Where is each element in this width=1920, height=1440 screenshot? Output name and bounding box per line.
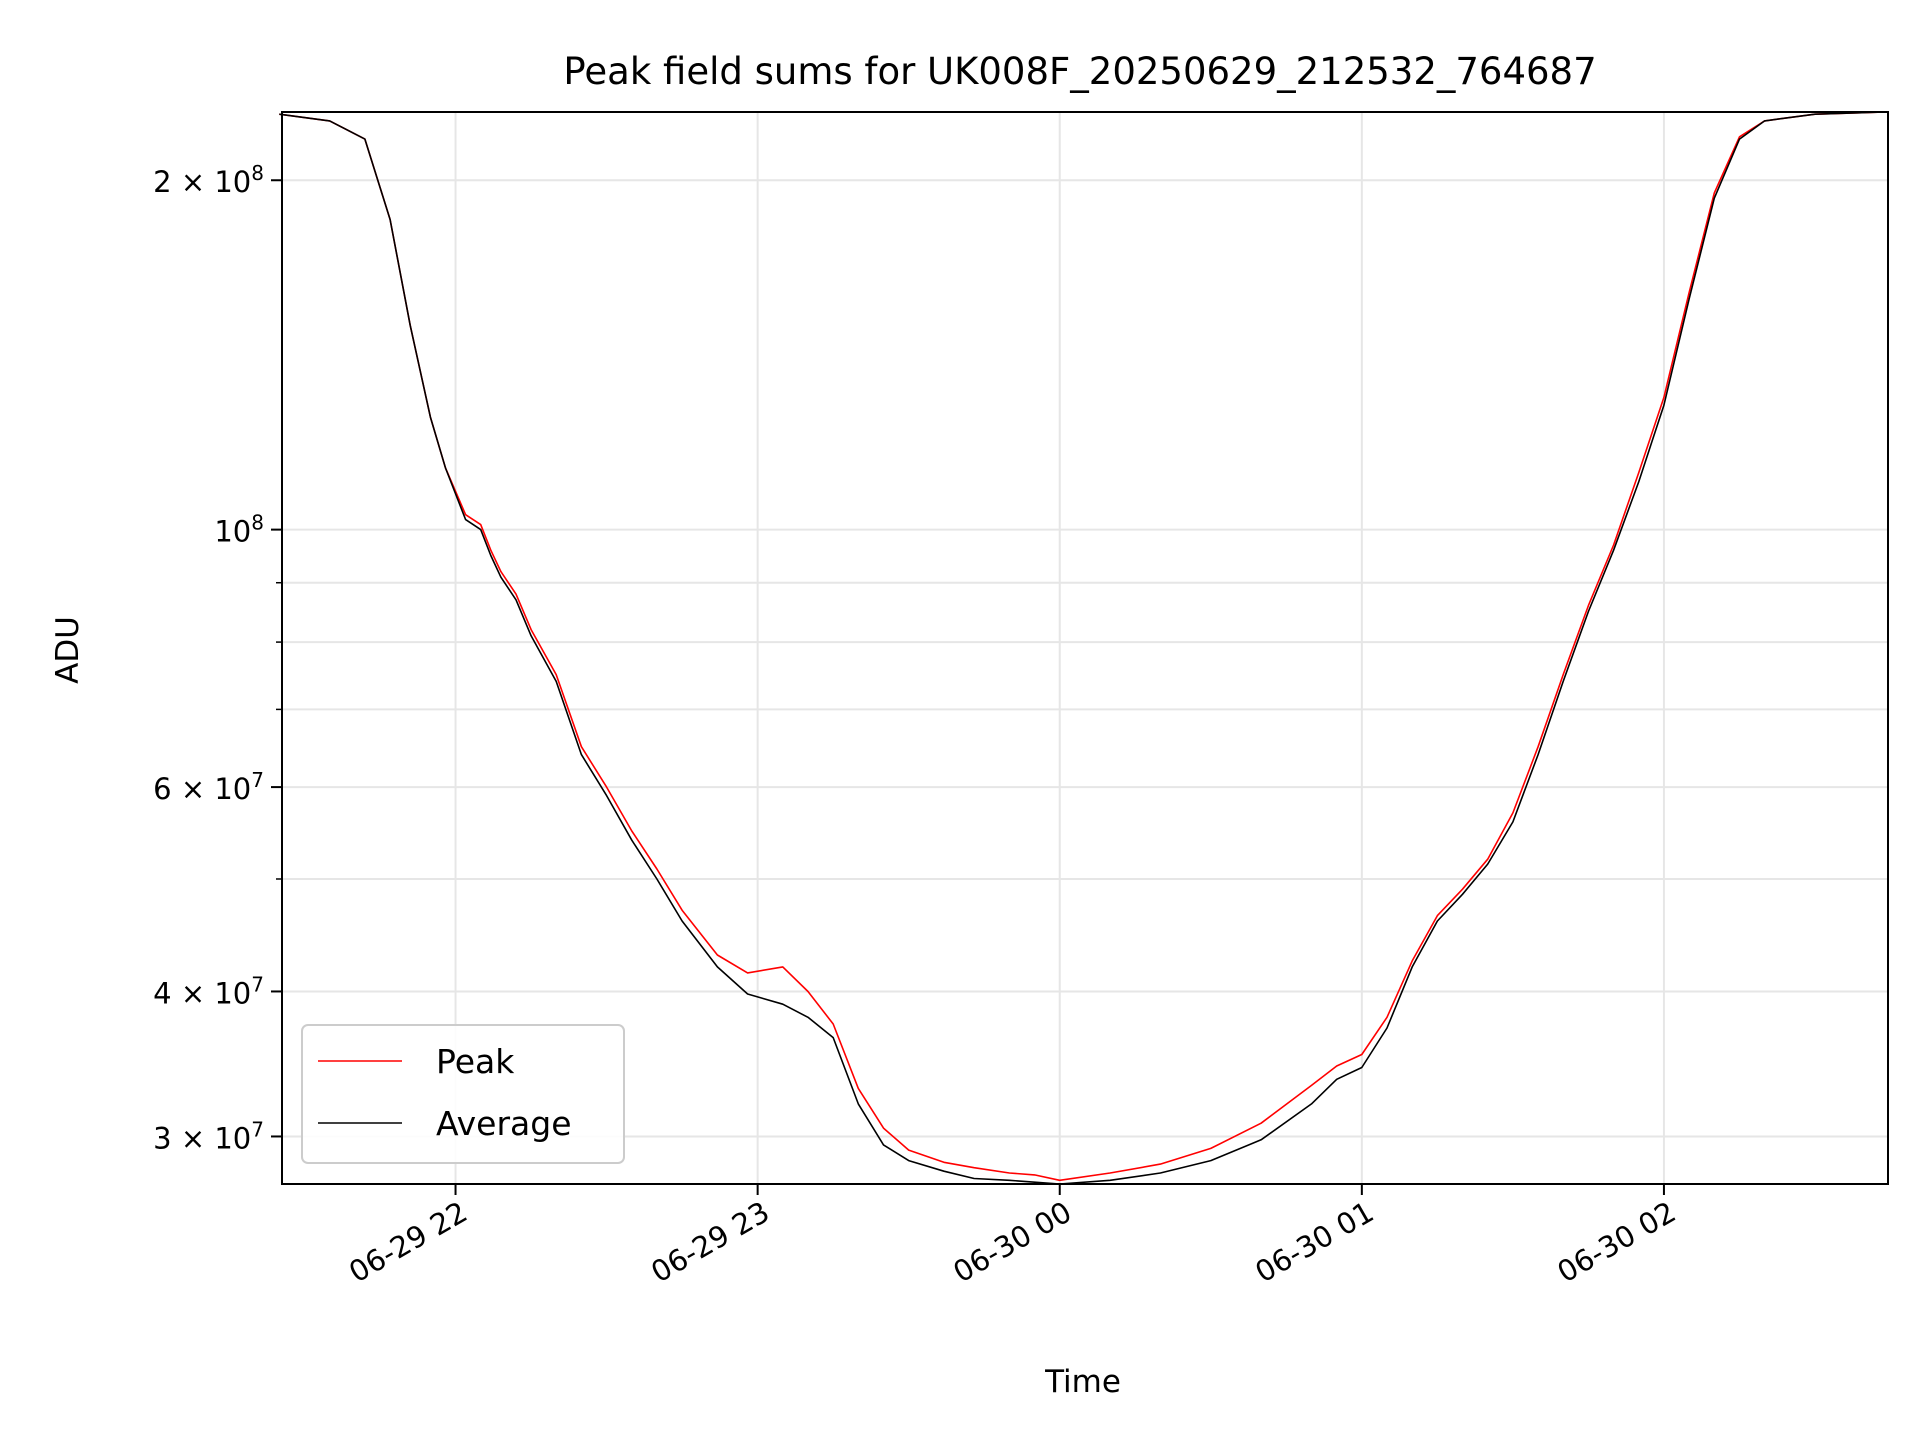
y-tick-label: 3 × 107	[153, 1117, 264, 1155]
legend: Peak Average	[301, 1024, 625, 1164]
y-tick-label: 108	[214, 511, 264, 549]
chart-title: Peak field sums for UK008F_20250629_2125…	[563, 50, 1596, 93]
y-tick-label: 2 × 108	[153, 161, 264, 199]
series-line-peak	[279, 111, 1886, 1182]
y-axis: 3 × 107 4 × 107 6 × 107 108 2 × 108	[153, 161, 282, 1155]
plot-frame	[281, 111, 1889, 1185]
legend-label-peak: Peak	[436, 1042, 515, 1081]
y-tick-label: 4 × 107	[153, 972, 264, 1010]
x-axis-title: Time	[1044, 1364, 1121, 1400]
y-tick-label: 6 × 107	[153, 768, 264, 806]
legend-box	[301, 1024, 625, 1164]
series-line-average	[279, 111, 1886, 1185]
y-axis-title: ADU	[50, 616, 86, 684]
series-layer	[279, 111, 1886, 1185]
grid	[282, 112, 1888, 1184]
legend-label-average: Average	[436, 1104, 572, 1143]
